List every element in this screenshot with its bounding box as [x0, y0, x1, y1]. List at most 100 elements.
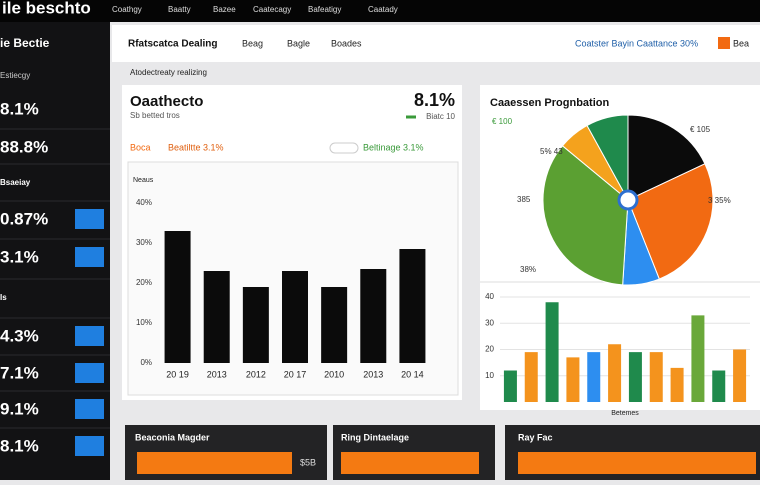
- bar: [203, 271, 230, 363]
- bar: [670, 367, 684, 402]
- progress-bar: [518, 452, 756, 474]
- pie-slice: [627, 163, 714, 280]
- bar: [503, 370, 517, 402]
- bar: [164, 231, 191, 363]
- tab[interactable]: Boades: [331, 38, 362, 48]
- x-tick-label: 20 19: [166, 369, 189, 379]
- y-tick-label: 10%: [136, 318, 152, 327]
- nav-item[interactable]: Caatecagy: [253, 5, 291, 14]
- y-tick-label: 40%: [136, 198, 152, 207]
- toggle[interactable]: [329, 142, 359, 154]
- axis-label: Neaus: [133, 177, 154, 184]
- bar: [321, 287, 348, 363]
- x-tick-label: 2012: [246, 369, 266, 379]
- top-bar: [0, 0, 760, 22]
- y-tick-label: 0%: [140, 358, 152, 367]
- bar: [524, 352, 538, 402]
- bar: [649, 352, 663, 402]
- pie-label: 3 35%: [708, 196, 731, 205]
- pie-label: € 100: [492, 117, 513, 126]
- y-tick-label: 10: [485, 371, 494, 380]
- tab[interactable]: Beag: [242, 38, 263, 48]
- x-tick-label: 20 17: [284, 369, 307, 379]
- bar: [587, 352, 601, 402]
- chart-title: Caaessen Prognbation: [490, 97, 609, 109]
- sidebar-value: Bsaeiay: [0, 178, 31, 187]
- app-title: ile beschto: [2, 0, 91, 17]
- bar: [399, 249, 426, 363]
- bar: [733, 349, 747, 402]
- bar: [691, 315, 705, 402]
- y-tick-label: 20: [485, 345, 494, 354]
- sidebar-value: 88.8%: [0, 137, 48, 156]
- sidebar-value: 8.1%: [0, 99, 39, 118]
- pie-slice: [586, 114, 629, 201]
- bar: [242, 287, 269, 363]
- bar: [608, 344, 622, 402]
- sidebar-button[interactable]: [75, 436, 104, 456]
- pie-label: € 105: [690, 125, 711, 134]
- x-tick-label: 2010: [324, 369, 344, 379]
- sidebar-button[interactable]: [75, 326, 104, 346]
- sidebar-value: Is: [0, 293, 7, 302]
- sidebar-button[interactable]: [75, 399, 104, 419]
- header-title: Rfatscatca Dealing: [128, 39, 217, 50]
- bar: [545, 302, 559, 402]
- y-tick-label: 40: [485, 292, 494, 301]
- pie-label: 385: [517, 195, 531, 204]
- y-tick-label: 30: [485, 318, 494, 327]
- status: Beltinage 3.1%: [363, 142, 424, 152]
- tab[interactable]: Bagle: [287, 38, 310, 48]
- card-subtitle: Sb betted tros: [130, 111, 180, 120]
- sidebar-button[interactable]: [75, 363, 104, 383]
- sidebar-value: 8.1%: [0, 436, 39, 455]
- x-tick-label: 2013: [207, 369, 227, 379]
- status: Boca: [130, 142, 151, 152]
- sidebar-value: 0.87%: [0, 209, 48, 228]
- sidebar-button[interactable]: [75, 247, 104, 267]
- y-tick-label: 20%: [136, 278, 152, 287]
- x-tick-label: 20 14: [401, 369, 424, 379]
- sidebar-value: 3.1%: [0, 247, 39, 266]
- progress-bar: [137, 452, 292, 474]
- nav-item[interactable]: Bafeatigy: [308, 5, 341, 14]
- card-subtitle: Biatc 10: [426, 112, 455, 121]
- bar: [628, 352, 642, 402]
- sidebar-button[interactable]: [75, 209, 104, 229]
- y-tick-label: 30%: [136, 238, 152, 247]
- card-title: Oaathecto: [130, 93, 203, 110]
- header-info: Coatster Bayin Caattance 30%: [575, 38, 698, 48]
- pie-center: [617, 189, 639, 211]
- bar: [712, 370, 726, 402]
- badge: Bea: [733, 38, 749, 48]
- bar: [360, 269, 387, 363]
- x-tick-label: 2013: [363, 369, 383, 379]
- sidebar-value: 4.3%: [0, 326, 39, 345]
- card-title: Beaconia Magder: [135, 432, 210, 442]
- kpi: 8.1%: [414, 90, 455, 110]
- pie-label: 5% 43: [540, 147, 563, 156]
- pie-label: 38%: [520, 265, 536, 274]
- sidebar-value: 9.1%: [0, 399, 39, 418]
- nav-item[interactable]: Baatty: [168, 5, 191, 14]
- status: Beatiltte 3.1%: [168, 142, 224, 152]
- progress-bar: [341, 452, 479, 474]
- section-title: Atodectreaty realizing: [130, 68, 207, 77]
- card-title: Ring Dintaelage: [341, 432, 409, 442]
- pie-slice: [542, 145, 629, 286]
- card-value: $5B: [300, 457, 316, 467]
- pie-slice: [627, 114, 706, 201]
- axis-label: Betemes: [611, 410, 639, 417]
- sidebar-title: ie Bectie: [0, 36, 50, 50]
- sidebar-section: Estiecgy: [0, 71, 30, 80]
- nav-item[interactable]: Caatady: [368, 5, 398, 14]
- nav-item[interactable]: Bazee: [213, 5, 236, 14]
- bar: [282, 271, 308, 363]
- sidebar-value: 7.1%: [0, 363, 39, 382]
- badge-icon: [718, 37, 730, 49]
- header: [112, 25, 760, 62]
- nav-item[interactable]: Coathgy: [112, 5, 142, 14]
- bar: [566, 357, 580, 402]
